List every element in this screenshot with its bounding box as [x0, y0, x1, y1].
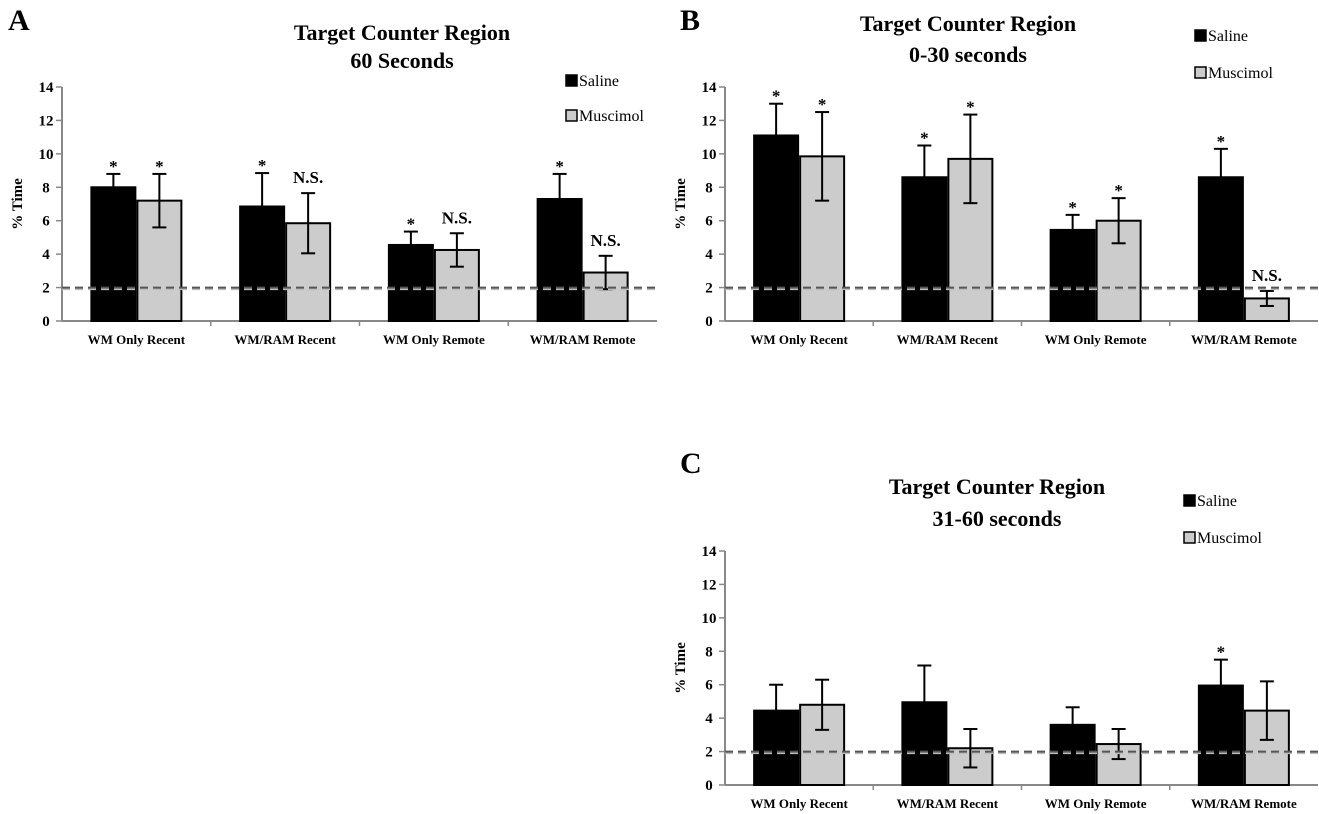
- chart-title-line: Target Counter Region: [889, 474, 1105, 499]
- x-tick-label: WM/RAM Recent: [897, 796, 999, 811]
- x-tick-label: WM Only Recent: [750, 796, 848, 811]
- legend-swatch-muscimol: [1194, 66, 1207, 79]
- y-axis-label: % Time: [673, 642, 689, 694]
- legend-swatch-saline: [565, 74, 578, 87]
- y-tick-label: 10: [702, 147, 717, 163]
- y-tick-label: 4: [705, 711, 713, 727]
- y-tick-label: 6: [705, 678, 713, 694]
- chart-title-line: Target Counter Region: [860, 11, 1076, 36]
- y-tick-label: 2: [705, 745, 713, 761]
- bar-muscimol: [285, 222, 332, 323]
- x-tick-label: WM/RAM Recent: [897, 332, 999, 347]
- significance-star: *: [1068, 198, 1077, 217]
- chart-panel-b: B Target Counter Region 0-30 seconds % Time…: [673, 4, 1318, 347]
- x-tick-label: WM Only Remote: [383, 332, 485, 347]
- y-tick-label: 0: [42, 314, 50, 330]
- x-tick-label: WM/RAM Recent: [234, 332, 336, 347]
- significance-star: *: [920, 129, 929, 148]
- legend-swatch-muscimol: [1183, 531, 1196, 544]
- legend-label-muscimol: Muscimol: [1208, 65, 1273, 82]
- significance-star: *: [109, 157, 118, 176]
- significance-star: *: [555, 157, 564, 176]
- significance-ns: N.S.: [1252, 266, 1282, 285]
- y-tick-label: 14: [39, 80, 55, 96]
- significance-star: *: [1114, 181, 1123, 200]
- y-tick-label: 4: [42, 247, 50, 263]
- significance-star: *: [258, 156, 267, 175]
- panel-letter: B: [680, 4, 700, 37]
- x-tick-label: WM Only Remote: [1045, 796, 1147, 811]
- y-tick-label: 14: [702, 544, 718, 560]
- y-tick-label: 14: [702, 80, 718, 96]
- significance-star: *: [966, 98, 975, 117]
- chart-panel-a: A Target Counter Region 60 Seconds % Time 0 2…: [8, 4, 657, 347]
- significance-star: *: [407, 215, 416, 234]
- panel-letter: A: [8, 4, 30, 37]
- y-tick-label: 8: [705, 180, 713, 196]
- legend-swatch-muscimol: [565, 109, 578, 122]
- y-tick-label: 10: [702, 611, 717, 627]
- y-tick-label: 2: [42, 281, 50, 297]
- significance-star: *: [155, 157, 164, 176]
- significance-star: *: [1217, 643, 1226, 662]
- y-tick-label: 4: [705, 247, 713, 263]
- y-tick-label: 0: [705, 314, 713, 330]
- legend-swatch-saline: [1183, 494, 1196, 507]
- y-tick-label: 2: [705, 281, 713, 297]
- y-tick-label: 8: [705, 644, 713, 660]
- chart-title-line: 31-60 seconds: [933, 506, 1062, 531]
- bar-saline: [90, 186, 137, 322]
- bar-saline: [1197, 176, 1244, 322]
- chart-title-line: Target Counter Region: [294, 20, 510, 45]
- panel-letter: C: [680, 447, 702, 480]
- y-tick-label: 12: [702, 577, 717, 593]
- legend-label-muscimol: Muscimol: [1197, 530, 1262, 547]
- significance-star: *: [818, 95, 827, 114]
- significance-ns: N.S.: [293, 168, 323, 187]
- y-axis-label: % Time: [673, 178, 689, 230]
- y-tick-label: 12: [702, 113, 717, 129]
- significance-ns: N.S.: [591, 231, 621, 250]
- legend-label-muscimol: Muscimol: [579, 108, 644, 125]
- chart-title-line: 60 Seconds: [350, 48, 454, 73]
- chart-panel-c: C Target Counter Region 31-60 seconds % Tim…: [673, 447, 1318, 811]
- legend-swatch-saline: [1194, 29, 1207, 42]
- y-tick-label: 0: [705, 778, 713, 794]
- bar-muscimol: [136, 199, 183, 323]
- y-tick-label: 12: [39, 113, 54, 129]
- y-tick-label: 8: [42, 180, 50, 196]
- y-axis-label: % Time: [10, 178, 26, 230]
- y-tick-label: 6: [705, 214, 713, 230]
- y-tick-label: 10: [39, 147, 54, 163]
- x-tick-label: WM Only Recent: [750, 332, 848, 347]
- significance-star: *: [772, 87, 781, 106]
- x-tick-label: WM Only Remote: [1045, 332, 1147, 347]
- bar-muscimol: [799, 703, 846, 786]
- x-tick-label: WM Only Recent: [88, 332, 186, 347]
- y-tick-label: 6: [42, 214, 50, 230]
- chart-title-line: 0-30 seconds: [909, 42, 1027, 67]
- x-tick-label: WM/RAM Remote: [530, 332, 636, 347]
- significance-star: *: [1217, 132, 1226, 151]
- x-tick-label: WM/RAM Remote: [1191, 332, 1297, 347]
- significance-ns: N.S.: [442, 208, 472, 227]
- legend-label-saline: Saline: [579, 73, 619, 90]
- legend-label-saline: Saline: [1208, 28, 1248, 45]
- x-tick-label: WM/RAM Remote: [1191, 796, 1297, 811]
- legend-label-saline: Saline: [1197, 493, 1237, 510]
